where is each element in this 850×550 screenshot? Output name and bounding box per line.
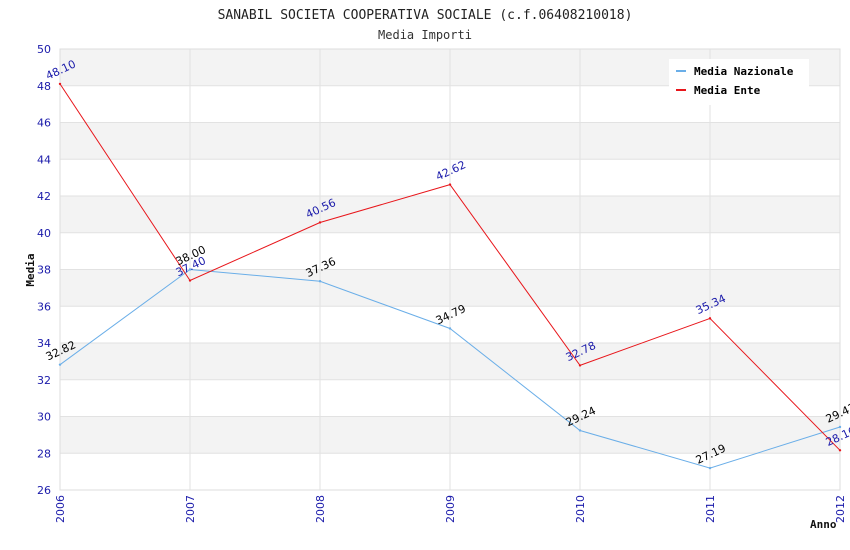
x-tick-label: 2012 bbox=[834, 495, 847, 523]
data-point bbox=[838, 425, 842, 429]
data-point bbox=[58, 82, 62, 86]
x-tick-label: 2006 bbox=[54, 495, 67, 523]
data-point bbox=[318, 221, 322, 224]
y-tick-label: 36 bbox=[37, 300, 51, 313]
x-tick-label: 2008 bbox=[314, 495, 327, 523]
data-point bbox=[448, 327, 452, 330]
y-tick-label: 42 bbox=[37, 190, 51, 203]
x-axis-label: Anno bbox=[810, 518, 837, 531]
y-tick-label: 26 bbox=[37, 484, 51, 497]
y-tick-label: 34 bbox=[37, 337, 51, 350]
legend-label: Media Nazionale bbox=[694, 65, 794, 78]
data-point bbox=[58, 363, 62, 366]
y-tick-label: 40 bbox=[37, 227, 51, 240]
x-tick-label: 2009 bbox=[444, 495, 457, 523]
legend-label: Media Ente bbox=[694, 84, 761, 97]
y-axis-ticks: 26 28 30 32 34 36 38 40 42 44 46 48 50 bbox=[37, 43, 51, 497]
legend: Media Nazionale Media Ente bbox=[669, 59, 809, 105]
data-point bbox=[708, 317, 712, 320]
data-point bbox=[188, 279, 192, 282]
y-tick-label: 50 bbox=[37, 43, 51, 56]
y-tick-label: 38 bbox=[37, 264, 51, 277]
x-tick-label: 2007 bbox=[184, 495, 197, 523]
chart-subtitle: Media Importi bbox=[378, 28, 472, 42]
y-tick-label: 48 bbox=[37, 80, 51, 93]
data-point bbox=[838, 449, 842, 452]
series-lines bbox=[58, 82, 842, 470]
data-point bbox=[188, 268, 192, 271]
plot-frame bbox=[59, 48, 841, 491]
chart-title: SANABIL SOCIETA COOPERATIVA SOCIALE (c.f… bbox=[218, 8, 633, 23]
y-tick-label: 30 bbox=[37, 411, 51, 424]
y-tick-label: 32 bbox=[37, 374, 51, 387]
y-axis-label: Media bbox=[24, 253, 37, 286]
y-tick-label: 28 bbox=[37, 447, 51, 460]
y-tick-label: 46 bbox=[37, 117, 51, 130]
data-point bbox=[578, 429, 582, 432]
y-tick-label: 44 bbox=[37, 153, 51, 166]
data-point bbox=[448, 183, 452, 186]
x-tick-label: 2010 bbox=[574, 495, 587, 523]
x-axis-ticks: 2006 2007 2008 2009 2010 2011 2012 bbox=[54, 495, 847, 523]
data-point bbox=[708, 466, 712, 470]
legend-box bbox=[669, 59, 809, 105]
data-point bbox=[318, 280, 322, 283]
x-tick-label: 2011 bbox=[704, 495, 717, 523]
data-point bbox=[578, 364, 582, 367]
